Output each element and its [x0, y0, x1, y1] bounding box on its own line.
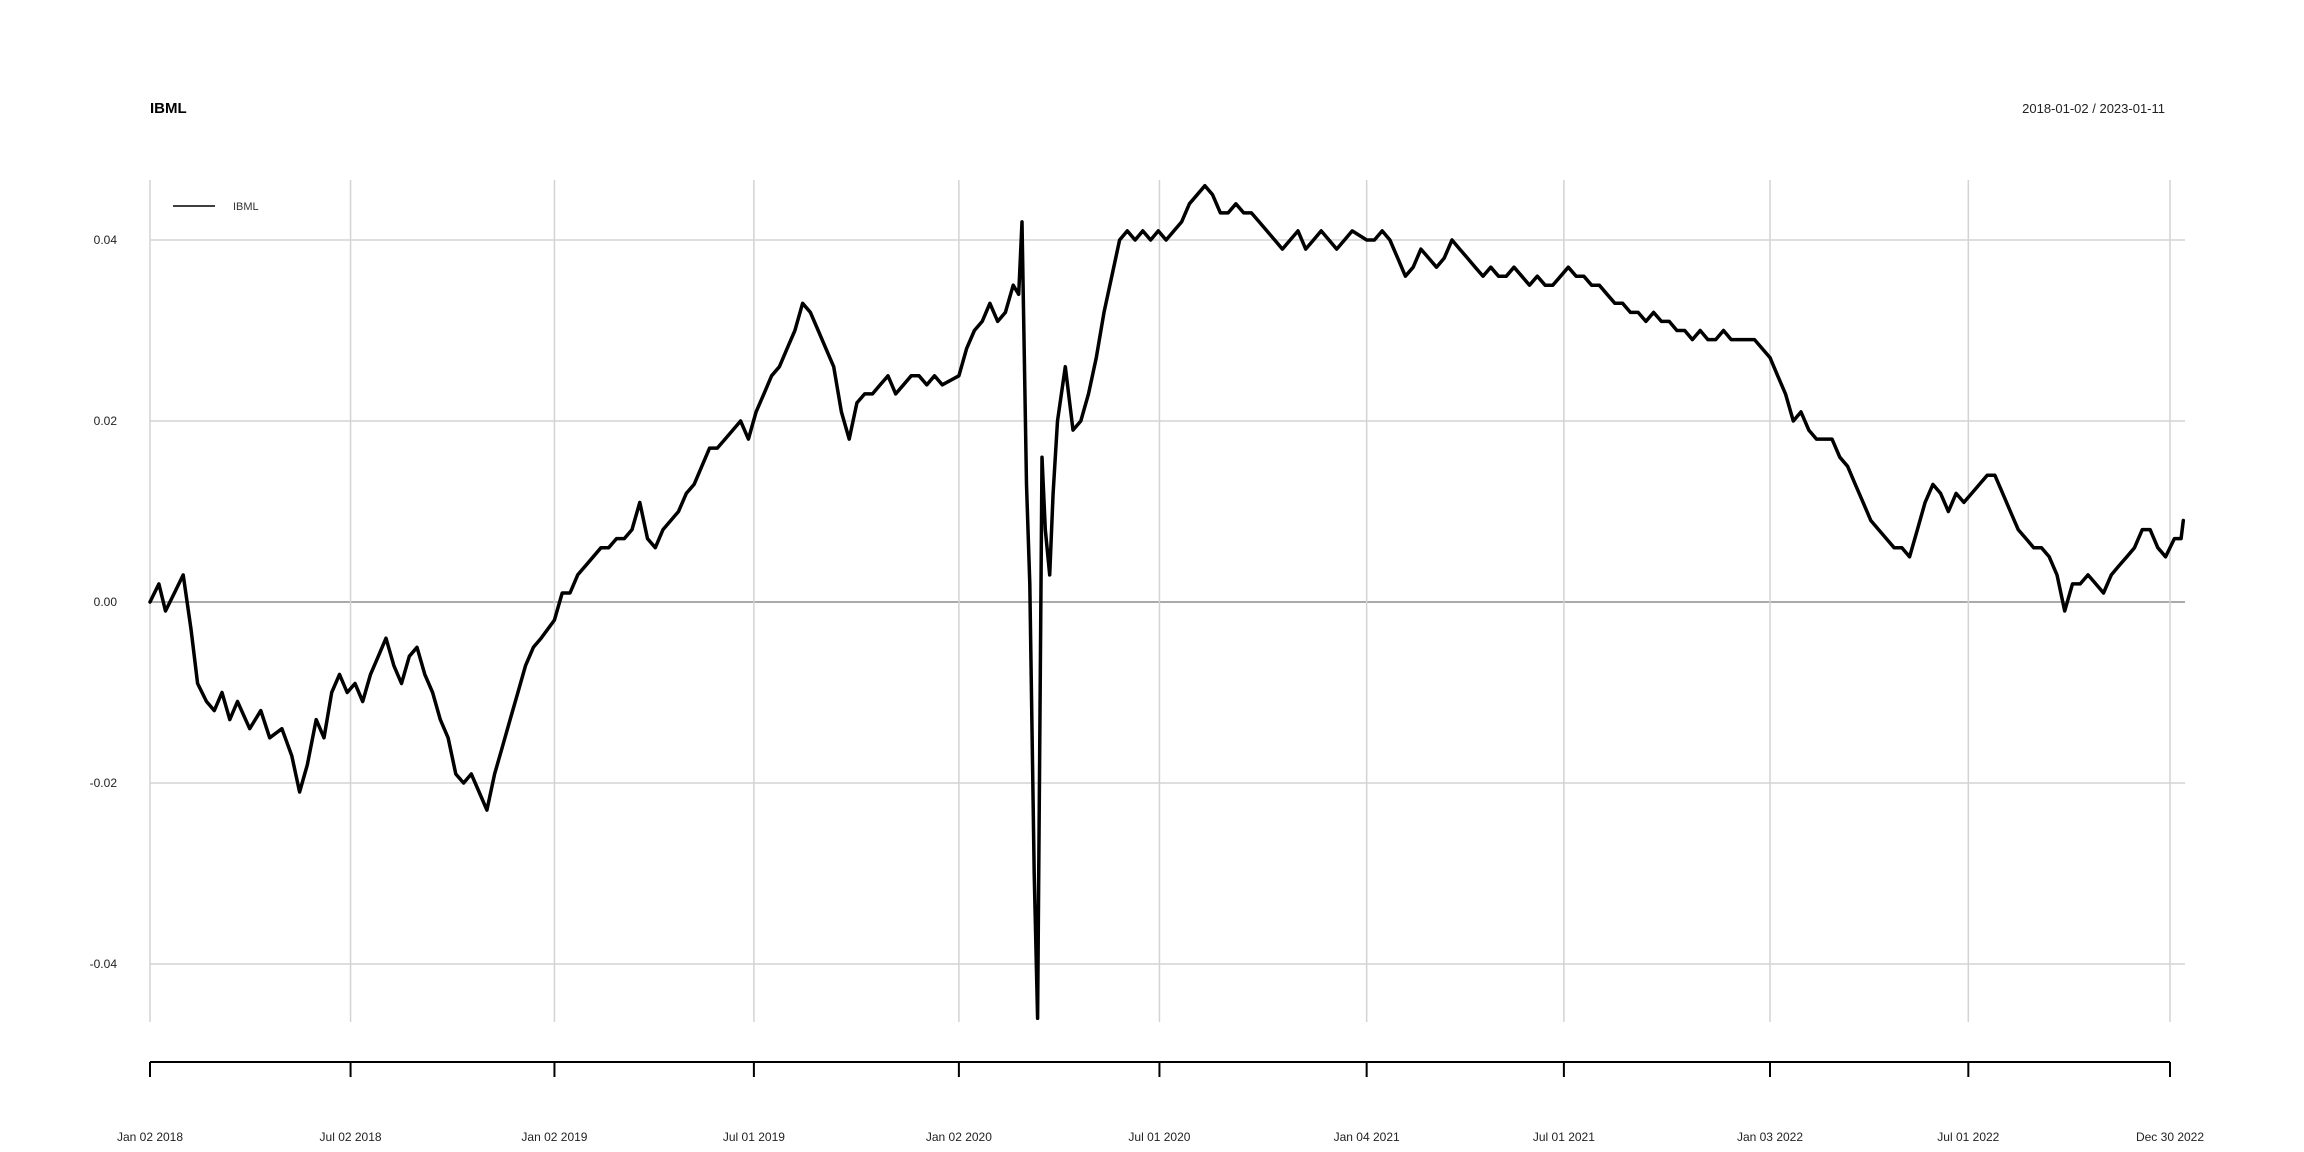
series-layer	[148, 183, 2186, 1021]
x-tick-label: Jan 02 2020	[926, 1130, 992, 1144]
x-axis: Jan 02 2018 Jul 02 2018 Jan 02 2019 Jul 01 …	[117, 1061, 2204, 1144]
x-tick-label: Jul 01 2020	[1128, 1130, 1190, 1144]
x-tick-label: Jul 02 2018	[320, 1130, 382, 1144]
y-tick-label: 0.00	[94, 595, 118, 609]
chart-title: IBML	[150, 100, 187, 117]
x-tick-label: Jul 01 2021	[1533, 1130, 1595, 1144]
x-tick-label: Jul 01 2022	[1937, 1130, 1999, 1144]
legend: IBML	[173, 201, 259, 213]
y-tick-label: -0.04	[90, 957, 118, 971]
x-tick-label: Jan 04 2021	[1334, 1130, 1400, 1144]
y-tick-label: -0.02	[90, 776, 118, 790]
x-tick-label: Jan 03 2022	[1737, 1130, 1803, 1144]
y-axis: 0.04 0.02 0.00 -0.02 -0.04	[90, 233, 118, 971]
series-line-ibml	[148, 183, 2186, 1021]
grid	[149, 180, 2185, 1022]
y-tick-label: 0.04	[94, 233, 118, 247]
date-range: 2018-01-02 / 2023-01-11	[2022, 101, 2165, 116]
x-tick-label: Jul 01 2019	[723, 1130, 785, 1144]
x-tick-label: Jan 02 2018	[117, 1130, 183, 1144]
x-tick-label: Dec 30 2022	[2136, 1130, 2204, 1144]
legend-label: IBML	[233, 201, 259, 213]
x-tick-label: Jan 02 2019	[521, 1130, 587, 1144]
y-tick-label: 0.02	[94, 414, 118, 428]
